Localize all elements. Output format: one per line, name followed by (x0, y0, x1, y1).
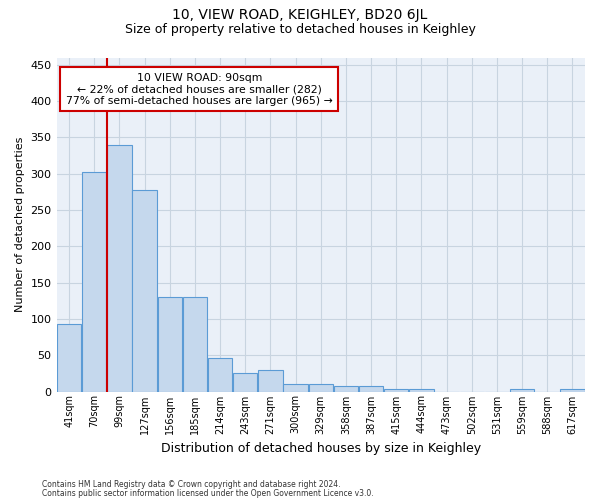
Bar (510, 388, 534, 392)
Y-axis label: Number of detached properties: Number of detached properties (15, 137, 25, 312)
Bar (258, 370, 283, 392)
Bar (133, 190, 157, 392)
Text: 10 VIEW ROAD: 90sqm
← 22% of detached houses are smaller (282)
77% of semi-detac: 10 VIEW ROAD: 90sqm ← 22% of detached ho… (66, 72, 332, 106)
Bar (308, 384, 333, 392)
Bar (233, 372, 257, 392)
Bar (409, 388, 434, 392)
Bar (359, 386, 383, 392)
Bar (158, 297, 182, 392)
Text: Contains HM Land Registry data © Crown copyright and database right 2024.: Contains HM Land Registry data © Crown c… (42, 480, 341, 489)
Text: Contains public sector information licensed under the Open Government Licence v3: Contains public sector information licen… (42, 488, 374, 498)
Text: Size of property relative to detached houses in Keighley: Size of property relative to detached ho… (125, 22, 475, 36)
Bar (384, 388, 409, 392)
Bar (107, 144, 131, 392)
Bar (334, 386, 358, 392)
Bar (57, 324, 82, 392)
Bar (208, 358, 232, 392)
Bar (82, 172, 106, 392)
Bar (183, 297, 207, 392)
Text: 10, VIEW ROAD, KEIGHLEY, BD20 6JL: 10, VIEW ROAD, KEIGHLEY, BD20 6JL (172, 8, 428, 22)
Bar (283, 384, 308, 392)
X-axis label: Distribution of detached houses by size in Keighley: Distribution of detached houses by size … (161, 442, 481, 455)
Bar (560, 388, 584, 392)
